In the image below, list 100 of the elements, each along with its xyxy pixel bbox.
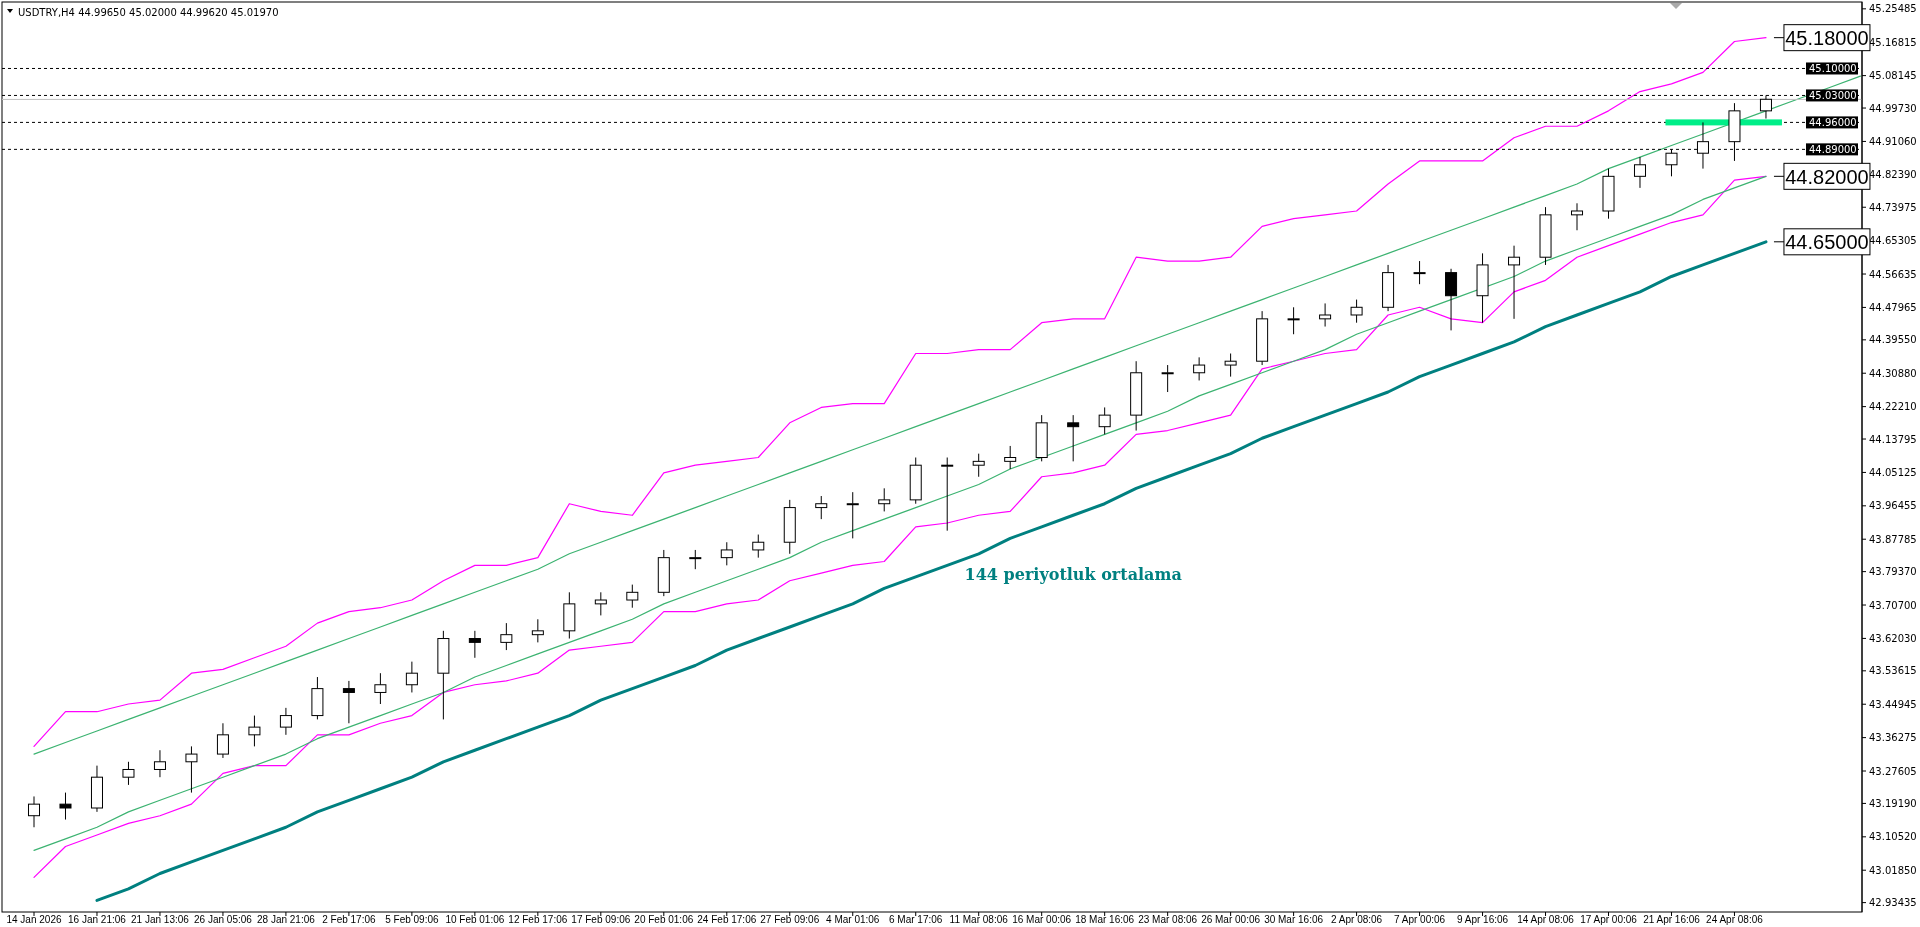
candlestick <box>122 761 135 786</box>
candlestick <box>1161 364 1174 393</box>
x-tick-label: 23 Mar 08:06 <box>1138 914 1198 925</box>
candlestick <box>500 622 513 651</box>
ref-line-label: 45.03000 <box>1809 89 1857 101</box>
candlestick <box>59 792 72 821</box>
candlestick <box>720 541 733 566</box>
y-tick-label: 44.99730 <box>1869 102 1917 114</box>
candlestick <box>1004 445 1017 470</box>
x-tick-label: 16 Mar 00:06 <box>1012 914 1072 925</box>
y-tick-label: 43.62030 <box>1869 632 1917 644</box>
y-tick-label: 43.10520 <box>1869 831 1917 843</box>
candlestick <box>1445 268 1458 331</box>
candlestick <box>153 749 166 778</box>
candlestick <box>468 630 481 659</box>
y-tick-label: 45.16815 <box>1869 36 1917 48</box>
candlestick <box>878 487 891 512</box>
candlestick <box>1633 156 1646 189</box>
x-tick-label: 21 Jan 13:06 <box>131 914 190 925</box>
y-tick-label: 44.39550 <box>1869 334 1917 346</box>
candlestick <box>752 534 765 559</box>
x-tick-label: 18 Mar 16:06 <box>1075 914 1135 925</box>
y-tick-label: 44.56635 <box>1869 268 1917 280</box>
y-tick-label: 44.47965 <box>1869 301 1917 313</box>
x-tick-label: 2 Feb 17:06 <box>322 914 377 925</box>
x-tick-label: 11 Mar 08:06 <box>949 914 1009 925</box>
candlestick <box>405 661 418 693</box>
x-tick-label: 2 Apr 08:06 <box>1331 914 1383 925</box>
x-tick-label: 28 Jan 21:06 <box>257 914 316 925</box>
ref-line-label: 44.96000 <box>1809 116 1857 128</box>
candlestick <box>972 453 985 478</box>
x-tick-label: 14 Jan 2026 <box>6 914 62 925</box>
candlestick <box>1350 299 1363 324</box>
x-tick-label: 12 Feb 17:06 <box>508 914 568 925</box>
candlestick <box>185 745 198 794</box>
y-tick-label: 44.22210 <box>1869 401 1917 413</box>
candlestick <box>1508 245 1521 320</box>
x-tick-label: 30 Mar 16:06 <box>1264 914 1324 925</box>
x-tick-label: 21 Apr 16:06 <box>1643 914 1701 925</box>
y-tick-label: 44.05125 <box>1869 466 1917 478</box>
candlestick <box>1193 356 1206 381</box>
candlestick <box>689 549 702 570</box>
y-tick-label: 45.08145 <box>1869 70 1917 82</box>
x-tick-label: 17 Apr 00:06 <box>1580 914 1638 925</box>
x-tick-label: 6 Mar 17:06 <box>889 914 943 925</box>
x-tick-label: 24 Apr 08:06 <box>1706 914 1764 925</box>
candlestick <box>27 795 41 828</box>
y-tick-label: 43.79370 <box>1869 566 1917 578</box>
y-tick-label: 44.13795 <box>1869 433 1917 445</box>
candlestick <box>846 491 859 539</box>
x-tick-label: 20 Feb 01:06 <box>634 914 694 925</box>
candlestick <box>531 618 544 643</box>
x-tick-label: 5 Feb 09:06 <box>385 914 440 925</box>
y-tick-label: 43.27605 <box>1869 765 1917 777</box>
candlestick <box>342 680 355 724</box>
x-tick-label: 16 Jan 21:06 <box>68 914 127 925</box>
x-tick-label: 7 Apr 00:06 <box>1393 914 1446 925</box>
candlestick <box>1571 202 1584 231</box>
candlestick <box>1067 414 1080 462</box>
x-tick-label: 24 Feb 17:06 <box>697 914 757 925</box>
y-tick-label: 44.65305 <box>1869 235 1917 247</box>
candlestick <box>248 715 261 747</box>
chart-title: USDTRY,H4 44.99650 45.02000 44.99620 45.01970 <box>18 6 279 18</box>
candlestick <box>941 457 954 532</box>
x-tick-label: 17 Feb 09:06 <box>571 914 631 925</box>
candlestick <box>1287 306 1300 335</box>
annotation: 44.65000 <box>1785 231 1869 254</box>
x-tick-label: 10 Feb 01:06 <box>445 914 505 925</box>
candlestick <box>374 672 387 705</box>
y-tick-label: 43.70700 <box>1869 599 1917 611</box>
candlestick <box>815 495 828 520</box>
candlestick <box>1224 353 1237 378</box>
y-tick-label: 44.73975 <box>1869 201 1917 213</box>
candlestick <box>216 722 229 759</box>
x-tick-label: 26 Mar 00:06 <box>1201 914 1261 925</box>
y-tick-label: 43.36275 <box>1869 732 1917 744</box>
candlestick <box>1319 302 1332 328</box>
ref-line-label: 45.10000 <box>1809 62 1857 74</box>
y-tick-label: 42.93435 <box>1869 897 1917 909</box>
y-tick-label: 43.44945 <box>1869 698 1917 710</box>
candlestick <box>626 584 639 609</box>
candlestick <box>594 591 607 616</box>
line-series <box>95 240 1768 902</box>
y-tick-label: 43.87785 <box>1869 533 1917 545</box>
candlestick <box>279 707 292 736</box>
annotation: 44.82000 <box>1785 165 1869 188</box>
x-tick-label: 14 Apr 08:06 <box>1517 914 1575 925</box>
y-tick-label: 44.82390 <box>1869 169 1917 181</box>
annotation: 45.18000 <box>1785 26 1869 49</box>
series-label: 144 periyotluk ortalama <box>964 565 1182 585</box>
candlestick <box>1413 260 1426 285</box>
y-tick-label: 44.30880 <box>1869 367 1917 379</box>
x-tick-label: 4 Mar 01:06 <box>826 914 880 925</box>
candlestick <box>1098 406 1111 435</box>
y-tick-label: 43.96455 <box>1869 500 1917 512</box>
y-tick-label: 44.91060 <box>1869 135 1917 147</box>
y-tick-label: 45.25485 <box>1869 3 1917 15</box>
y-tick-label: 43.01850 <box>1869 864 1917 876</box>
y-tick-label: 43.53615 <box>1869 665 1917 677</box>
x-tick-label: 26 Jan 05:06 <box>194 914 253 925</box>
